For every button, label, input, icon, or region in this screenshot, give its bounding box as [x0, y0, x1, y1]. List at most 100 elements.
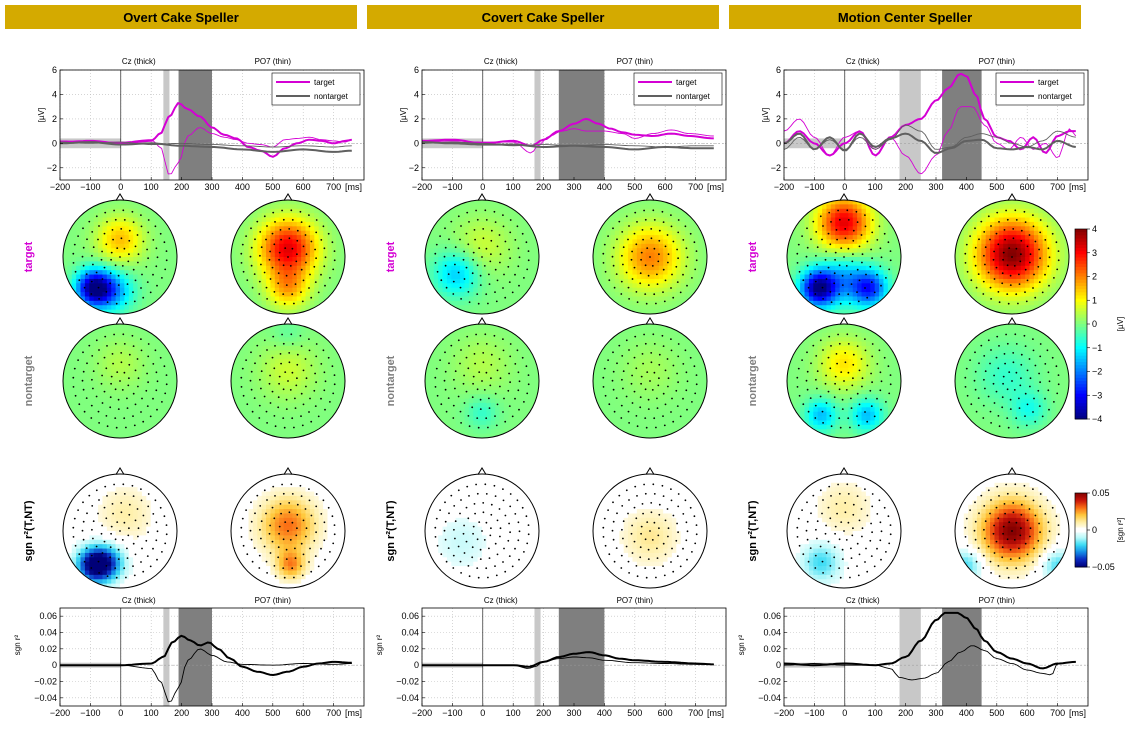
- topo-cell: [94, 425, 99, 430]
- topo-cell: [76, 518, 81, 523]
- y-tick-label: 6: [414, 65, 419, 75]
- electrode-dot: [287, 530, 289, 532]
- topo-cell: [155, 279, 160, 284]
- topo-cell: [306, 570, 311, 575]
- topo-cell: [159, 385, 164, 390]
- electrode-dot: [439, 235, 441, 237]
- topo-cell: [270, 531, 275, 536]
- topo-cell: [270, 575, 275, 580]
- topo-cell: [495, 275, 500, 280]
- electrode-dot: [300, 565, 302, 567]
- topo-cell: [257, 513, 262, 518]
- topo-cell: [530, 266, 535, 271]
- topo-cell: [76, 385, 81, 390]
- topo-cell: [284, 557, 289, 562]
- topo-cell: [262, 522, 267, 527]
- topo-cell: [257, 350, 262, 355]
- topo-cell: [292, 416, 297, 421]
- electrode-dot: [123, 293, 125, 295]
- electrode-dot: [150, 416, 152, 418]
- topo-cell: [173, 505, 178, 510]
- topo-cell: [253, 288, 258, 293]
- electrode-dot: [468, 221, 470, 223]
- electrode-dot: [138, 253, 140, 255]
- topo-cell: [129, 478, 134, 483]
- topo-cell: [301, 527, 306, 532]
- topo-cell: [129, 420, 134, 425]
- electrode-dot: [104, 507, 106, 509]
- topo-cell: [133, 549, 138, 554]
- topo-cell: [306, 248, 311, 253]
- topo-cell: [138, 235, 143, 240]
- electrode-dot: [107, 425, 109, 427]
- topo-cell: [508, 296, 513, 301]
- topo-cell: [262, 377, 267, 382]
- electrode-dot: [254, 547, 256, 549]
- topo-cell: [107, 261, 112, 266]
- topo-cell: [279, 562, 284, 567]
- electrode-dot: [284, 371, 286, 373]
- topo-cell: [168, 385, 173, 390]
- electrode-dot: [91, 231, 93, 233]
- topo-cell: [159, 407, 164, 412]
- topo-cell: [284, 562, 289, 567]
- topo-cell: [111, 381, 116, 386]
- topo-cell: [336, 496, 341, 501]
- topo-cell: [332, 235, 337, 240]
- topo-cell: [270, 359, 275, 364]
- topo-cell: [151, 531, 156, 536]
- topo-cell: [85, 513, 90, 518]
- topo-cell: [116, 200, 121, 205]
- topo-cell: [306, 478, 311, 483]
- topo-cell: [244, 244, 249, 249]
- topo-cell: [107, 505, 112, 510]
- topo-cell: [314, 244, 319, 249]
- electrode-dot: [471, 282, 473, 284]
- topo-cell: [456, 257, 461, 262]
- topo-cell: [94, 213, 99, 218]
- topo-cell: [327, 500, 332, 505]
- topo-cell: [469, 266, 474, 271]
- topo-cell: [284, 213, 289, 218]
- topo-cell: [120, 337, 125, 342]
- y-axis-label: [µV]: [37, 108, 46, 122]
- topo-cell: [314, 261, 319, 266]
- topo-cell: [67, 368, 72, 373]
- topo-cell: [297, 385, 302, 390]
- topo-cell: [89, 372, 94, 377]
- topo-cell: [460, 270, 465, 275]
- topo-cell: [81, 492, 86, 497]
- topo-cell: [129, 544, 134, 549]
- topo-cell: [235, 257, 240, 262]
- topo-cell: [526, 261, 531, 266]
- electrode-dot: [283, 219, 285, 221]
- topo-cell: [521, 235, 526, 240]
- topo-cell: [297, 270, 302, 275]
- electrode-dot: [126, 548, 128, 550]
- topo-cell: [262, 412, 267, 417]
- topo-cell: [85, 549, 90, 554]
- topo-cell: [85, 368, 90, 373]
- topo-cell: [473, 288, 478, 293]
- topo-cell: [129, 275, 134, 280]
- topo-cell: [270, 350, 275, 355]
- electrode-dot: [78, 403, 80, 405]
- topo-cell: [275, 239, 280, 244]
- topo-cell: [262, 575, 267, 580]
- topo-cell: [138, 540, 143, 545]
- electrode-dot: [134, 301, 136, 303]
- topo-cell: [288, 394, 293, 399]
- topo-cell: [447, 231, 452, 236]
- topo-cell: [491, 305, 496, 310]
- electrode-dot: [77, 235, 79, 237]
- topo-cell: [120, 283, 125, 288]
- topo-cell: [120, 562, 125, 567]
- topo-cell: [129, 407, 134, 412]
- electrode-dot: [128, 377, 130, 379]
- topo-cell: [129, 283, 134, 288]
- topo-cell: [323, 292, 328, 297]
- topo-cell: [275, 412, 280, 417]
- topo-cell: [155, 292, 160, 297]
- electrode-dot: [279, 376, 281, 378]
- topo-cell: [67, 359, 72, 364]
